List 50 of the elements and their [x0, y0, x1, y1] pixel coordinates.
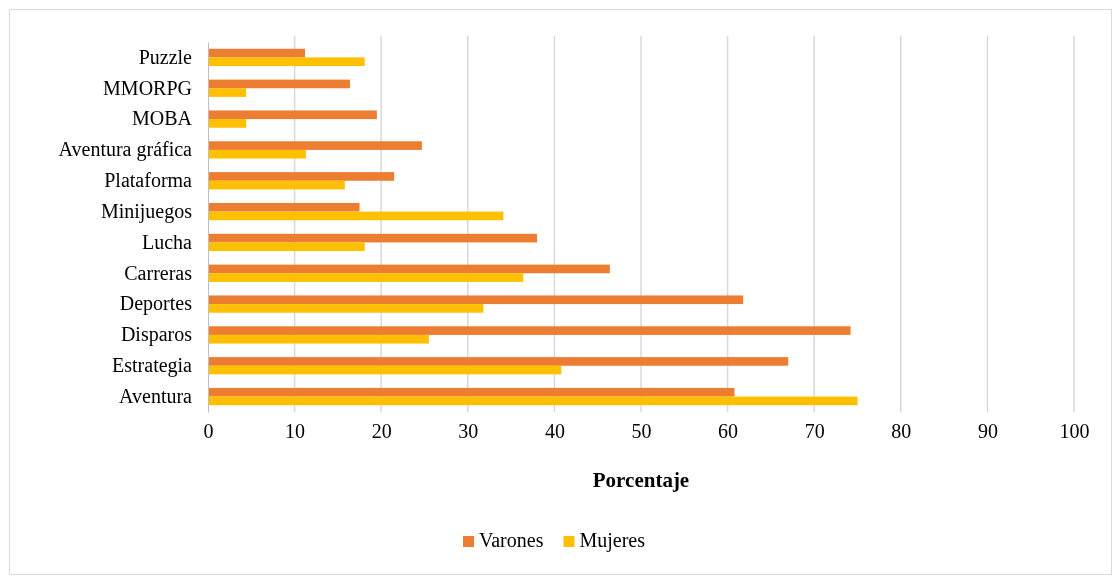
y-tick-label: Puzzle — [138, 45, 193, 68]
y-tick-label: Carreras — [124, 261, 193, 284]
bar — [208, 242, 365, 252]
y-tick-label: Aventura — [119, 384, 193, 407]
x-tick-label: 80 — [891, 420, 912, 443]
x-tick-label: 90 — [977, 420, 998, 443]
bar — [208, 387, 735, 397]
y-tick-label: Plataforma — [104, 169, 193, 192]
bar — [208, 334, 429, 344]
bar — [208, 119, 247, 128]
bar — [208, 57, 365, 67]
y-tick-label: Minijuegos — [100, 199, 193, 223]
y-tick-label: Aventura gráfica — [58, 138, 193, 162]
bar — [208, 172, 395, 181]
x-tick-label: 10 — [285, 420, 306, 443]
bar — [208, 264, 610, 274]
y-tick-label: Lucha — [142, 230, 193, 253]
bar — [208, 326, 851, 335]
bar — [208, 149, 306, 159]
y-tick-label: MMORPG — [103, 76, 192, 99]
y-tick-label: Deportes — [119, 292, 193, 316]
bar — [208, 180, 345, 190]
bar — [208, 396, 858, 406]
bar — [208, 295, 744, 305]
x-axis-title: Porcentaje — [592, 468, 690, 492]
x-tick-label: 100 — [1059, 420, 1090, 443]
x-tick-label: 0 — [203, 420, 214, 443]
bar — [208, 273, 524, 282]
bar — [208, 88, 247, 97]
bar — [208, 211, 504, 221]
x-tick-label: 40 — [544, 420, 565, 443]
bar — [208, 233, 538, 243]
y-tick-label: Disparos — [120, 323, 193, 347]
y-tick-label: Estrategia — [112, 354, 193, 378]
x-tick-label: 50 — [631, 420, 652, 443]
x-tick-label: 60 — [718, 420, 739, 443]
bar — [208, 79, 351, 89]
legend-label: Varones — [479, 529, 544, 551]
bar — [208, 110, 377, 120]
bar — [208, 141, 422, 150]
bar — [208, 48, 305, 58]
bar — [208, 357, 789, 366]
bar — [208, 304, 484, 313]
bar — [208, 202, 360, 212]
x-tick-label: 70 — [804, 420, 825, 443]
y-tick-label: MOBA — [131, 107, 193, 130]
legend-label: Mujeres — [579, 529, 646, 552]
x-tick-label: 30 — [458, 420, 479, 443]
x-tick-label: 20 — [371, 420, 392, 443]
bar — [208, 365, 562, 375]
